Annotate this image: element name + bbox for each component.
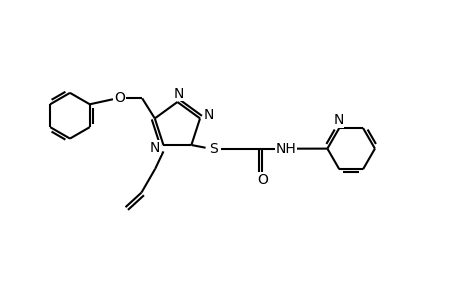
Text: NH: NH [275,142,296,156]
Text: N: N [203,108,213,122]
Text: N: N [173,87,183,101]
Text: N: N [332,113,343,127]
Text: O: O [114,91,124,105]
Text: O: O [256,173,267,187]
Text: N: N [150,141,160,155]
Text: S: S [208,142,217,156]
